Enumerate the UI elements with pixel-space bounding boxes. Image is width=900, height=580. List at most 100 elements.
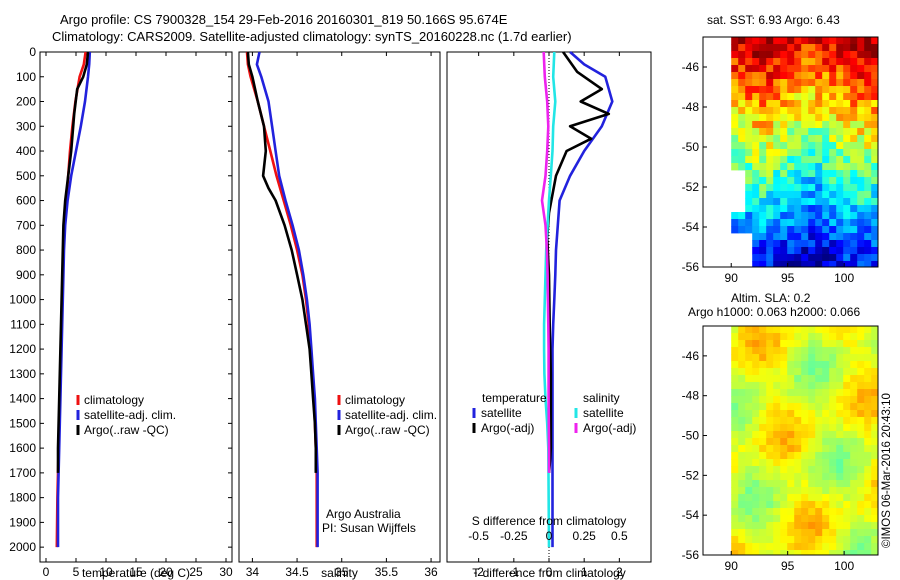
heatmap-cell: [780, 382, 788, 390]
heatmap-cell: [871, 536, 879, 544]
heatmap-cell: [829, 128, 837, 136]
heatmap-cell: [850, 254, 858, 262]
heatmap-cell: [864, 375, 872, 383]
heatmap-cell: [745, 445, 753, 453]
heatmap-cell: [850, 65, 858, 73]
heatmap-cell: [766, 529, 774, 537]
heatmap-cell: [773, 114, 781, 122]
heatmap-cell: [787, 473, 795, 481]
heatmap-cell: [738, 445, 746, 453]
heatmap-cell: [780, 501, 788, 509]
heatmap-cell: [752, 368, 760, 376]
heatmap-cell: [752, 37, 760, 45]
heatmap-cell: [752, 452, 760, 460]
heatmap-cell: [773, 543, 781, 551]
heatmap-cell: [871, 438, 879, 446]
heatmap-cell: [836, 389, 844, 397]
heatmap-cell: [780, 198, 788, 206]
heatmap-cell: [829, 226, 837, 234]
heatmap-cell: [773, 79, 781, 87]
heatmap-cell: [794, 51, 802, 59]
heatmap-cell: [787, 529, 795, 537]
heatmap-cell: [780, 452, 788, 460]
heatmap-cell: [759, 550, 767, 556]
heatmap-cell: [829, 417, 837, 425]
heatmap-cell: [780, 163, 788, 171]
heatmap-cell: [815, 459, 823, 467]
heatmap-cell: [857, 536, 865, 544]
heatmap-cell: [801, 543, 809, 551]
heatmap-cell: [808, 501, 816, 509]
y-tick-label: -52: [682, 180, 700, 194]
heatmap-cell: [829, 156, 837, 164]
heatmap-cell: [731, 536, 739, 544]
heatmap-cell: [773, 508, 781, 516]
heatmap-cell: [759, 466, 767, 474]
heatmap-cell: [850, 375, 858, 383]
heatmap-cell: [745, 79, 753, 87]
heatmap-cell: [829, 445, 837, 453]
heatmap-cell: [801, 340, 809, 348]
heatmap-cell: [850, 72, 858, 80]
heatmap-cell: [829, 347, 837, 355]
heatmap-cell: [850, 142, 858, 150]
heatmap-cell: [857, 247, 865, 255]
heatmap-cell: [871, 431, 879, 439]
heatmap-cell: [794, 501, 802, 509]
heatmap-cell: [731, 424, 739, 432]
heatmap-cell: [857, 410, 865, 418]
heatmap-cell: [759, 65, 767, 73]
heatmap-cell: [808, 452, 816, 460]
map-panel-sst-map: -46 -48 -50 -52 -54 -56 90 95 100 sat. SST: 6.93 …: [682, 13, 879, 285]
heatmap-cell: [745, 389, 753, 397]
heatmap-cell: [759, 177, 767, 185]
y-tick-label: 1100: [10, 317, 36, 331]
heatmap-cell: [850, 417, 858, 425]
y-tick-label: 900: [16, 268, 36, 282]
heatmap-cell: [787, 100, 795, 108]
heatmap-cell: [843, 135, 851, 143]
heatmap-cell: [752, 205, 760, 213]
heatmap-cell: [843, 438, 851, 446]
heatmap-cell: [815, 37, 823, 45]
heatmap-cell: [794, 254, 802, 262]
heatmap-cell: [822, 438, 830, 446]
heatmap-cell: [801, 354, 809, 362]
heatmap-cell: [752, 487, 760, 495]
heatmap-cell: [808, 254, 816, 262]
y-tick-label: 1000: [9, 293, 36, 307]
heatmap-cell: [864, 44, 872, 52]
heatmap-cell: [752, 191, 760, 199]
heatmap-cell: [850, 368, 858, 376]
heatmap-cell: [773, 340, 781, 348]
heatmap-cell: [836, 247, 844, 255]
heatmap-cell: [801, 410, 809, 418]
heatmap-cell: [752, 226, 760, 234]
heatmap-cell: [801, 191, 809, 199]
heatmap-cell: [745, 114, 753, 122]
heatmap-cell: [766, 396, 774, 404]
heatmap-cell: [850, 529, 858, 537]
heatmap-cell: [752, 480, 760, 488]
heatmap-cell: [787, 354, 795, 362]
heatmap-cell: [766, 375, 774, 383]
heatmap-cell: [801, 107, 809, 115]
heatmap-cell: [773, 410, 781, 418]
heatmap-cell: [801, 247, 809, 255]
heatmap-cell: [773, 247, 781, 255]
heatmap-cell: [808, 396, 816, 404]
heatmap-cell: [759, 247, 767, 255]
heatmap-cell: [787, 452, 795, 460]
heatmap-cell: [829, 424, 837, 432]
heatmap-cell: [829, 382, 837, 390]
heatmap-cell: [773, 417, 781, 425]
heatmap-cell: [871, 254, 879, 262]
heatmap-cell: [864, 226, 872, 234]
heatmap-cell: [871, 212, 879, 220]
heatmap-cell: [766, 452, 774, 460]
legend-label: Argo(-adj): [481, 421, 534, 435]
heatmap-cell: [759, 198, 767, 206]
heatmap-cell: [773, 51, 781, 59]
heatmap-cell: [766, 361, 774, 369]
heatmap-cell: [808, 494, 816, 502]
